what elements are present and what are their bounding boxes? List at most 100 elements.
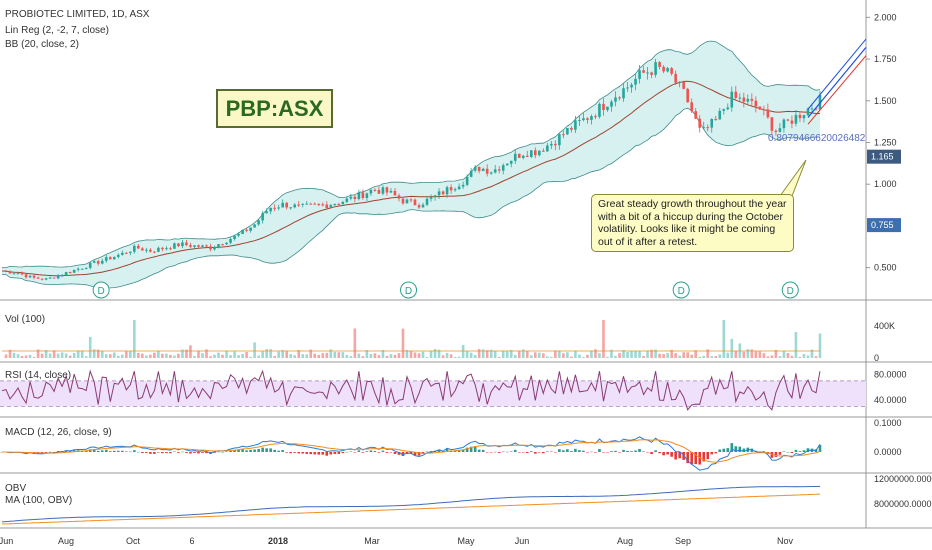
volume-bar <box>774 349 778 358</box>
candle-body <box>40 278 44 280</box>
candle-body <box>678 81 681 83</box>
volume-bar <box>173 355 176 358</box>
candle-body <box>738 97 742 99</box>
candle-body <box>477 166 481 172</box>
macd-histogram-bar <box>534 452 537 454</box>
candle-body <box>670 68 673 74</box>
candle-body <box>814 108 818 110</box>
candle-body <box>734 91 738 98</box>
macd-histogram-bar <box>217 451 220 453</box>
volume-bar <box>361 356 365 358</box>
candle-body <box>529 150 533 157</box>
macd-histogram-bar <box>201 452 204 453</box>
macd-histogram-bar <box>229 450 232 452</box>
volume-bar <box>562 353 565 358</box>
candle-body <box>489 172 493 174</box>
macd-histogram-bar <box>108 451 112 452</box>
rsi-pane[interactable] <box>0 369 866 411</box>
obv-line <box>1 485 821 523</box>
candle-body <box>550 143 553 146</box>
macd-histogram-bar <box>193 452 196 453</box>
candle-body <box>493 169 497 173</box>
volume-bar <box>177 353 180 358</box>
candle-body <box>317 204 321 206</box>
volume-bar <box>317 355 321 358</box>
candle-body <box>305 203 309 205</box>
volume-bar <box>96 349 100 358</box>
candle-body <box>457 186 461 190</box>
volume-bar <box>389 354 393 358</box>
candle-body <box>185 242 188 246</box>
time-tick-label: Sep <box>675 536 691 546</box>
volume-bar <box>112 352 116 358</box>
macd-histogram-bar <box>137 451 140 453</box>
macd-histogram-bar <box>566 449 569 452</box>
volume-bar <box>297 350 301 358</box>
macd-histogram-bar <box>550 451 553 452</box>
macd-histogram-bar <box>638 448 641 452</box>
candle-body <box>513 153 517 161</box>
obv-pane[interactable] <box>1 485 821 525</box>
volume-bar <box>225 350 228 358</box>
candle-body <box>64 272 68 276</box>
candle-body <box>750 98 754 101</box>
volume-bar <box>129 351 132 358</box>
volume-pane[interactable] <box>2 320 822 358</box>
candle-body <box>417 205 421 208</box>
candle-body <box>213 247 216 250</box>
volume-bar <box>698 356 702 358</box>
macd-histogram-bar <box>513 449 517 452</box>
candle-body <box>369 189 373 194</box>
candle-body <box>349 196 353 199</box>
macd-histogram-bar <box>249 449 252 452</box>
volume-bar <box>658 353 661 358</box>
volume-bar <box>405 349 409 358</box>
annotation-callout[interactable]: Great steady growth throughout the year … <box>591 194 794 252</box>
dividend-marker <box>672 281 690 299</box>
candle-body <box>762 109 766 111</box>
macd-histogram-bar <box>333 452 337 454</box>
volume-bar <box>357 353 361 358</box>
linreg-value-label: 0.8079466620026482 <box>768 133 866 144</box>
candle-body <box>373 189 377 191</box>
macd-histogram-bar <box>345 451 349 453</box>
volume-bar <box>666 352 669 358</box>
candle-body <box>80 268 84 270</box>
macd-histogram-bar <box>389 452 393 453</box>
volume-bar <box>181 349 184 358</box>
candle-body <box>353 196 357 200</box>
candle-body <box>229 238 232 243</box>
volume-bar <box>726 352 730 358</box>
macd-histogram-bar <box>253 449 256 452</box>
candle-body <box>72 269 76 273</box>
macd-histogram-bar <box>558 449 561 452</box>
candle-body <box>397 195 401 199</box>
volume-bar <box>201 353 204 358</box>
volume-bar <box>108 354 112 358</box>
candle-body <box>104 257 108 261</box>
candle-body <box>566 128 569 135</box>
candle-body <box>149 249 152 252</box>
macd-histogram-bar <box>153 452 156 454</box>
volume-bar <box>630 350 633 358</box>
price-tick-label: 1.500 <box>874 96 897 106</box>
volume-bar <box>353 328 357 358</box>
macd-histogram-bar <box>393 452 397 455</box>
volume-bar <box>301 354 305 358</box>
linreg-upper-line <box>807 38 867 110</box>
candle-body <box>602 103 605 111</box>
time-tick-label: May <box>457 536 475 546</box>
volume-bar <box>36 349 40 358</box>
candle-body <box>265 211 268 214</box>
volume-bar <box>8 349 12 358</box>
candle-body <box>273 207 276 209</box>
volume-bar <box>570 356 573 358</box>
macd-histogram-bar <box>758 451 762 453</box>
macd-pane[interactable] <box>0 436 822 471</box>
candle-body <box>802 115 806 119</box>
macd-histogram-bar <box>145 452 148 453</box>
volume-bar <box>546 356 549 358</box>
macd-histogram-bar <box>626 450 629 452</box>
